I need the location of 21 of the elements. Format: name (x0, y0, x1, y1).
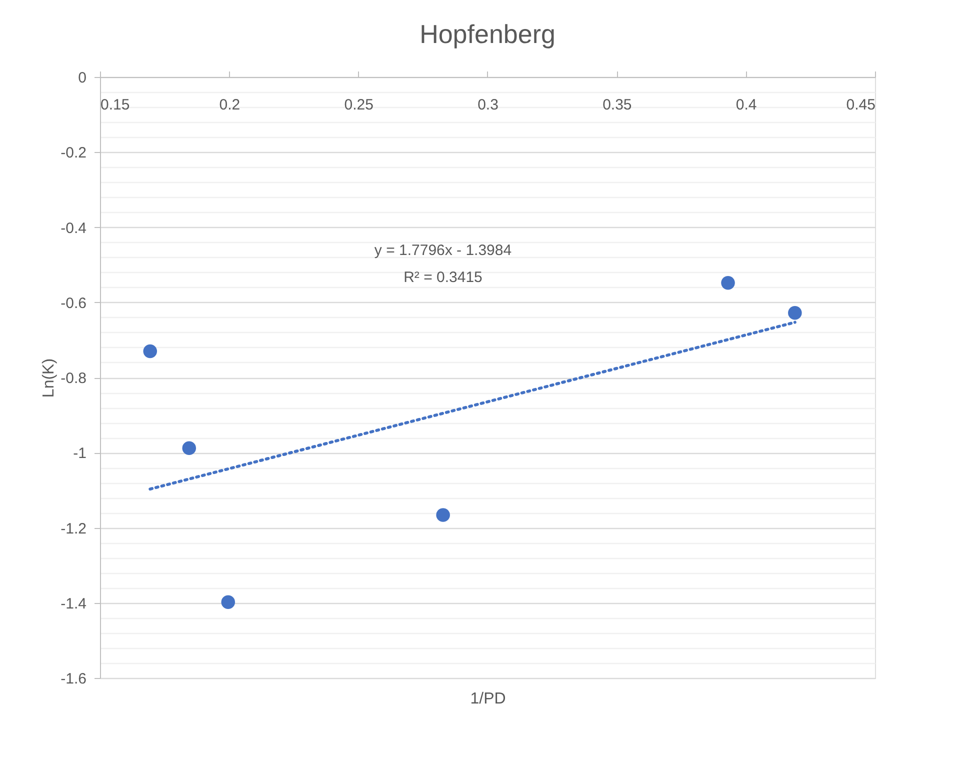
y-tick-label: -1.4 (60, 595, 86, 612)
x-tick-label: 0.3 (478, 96, 498, 114)
x-tick-label: 0.25 (344, 96, 374, 114)
y-tick-label: -1.2 (60, 520, 86, 538)
x-tick-label: 0.4 (736, 96, 757, 114)
y-tick-label: -1.6 (60, 670, 86, 688)
y-tick-label: -0.8 (60, 370, 86, 387)
y-tick-label: -0.2 (60, 144, 86, 162)
y-tick-label: 0 (78, 70, 86, 86)
x-tick-label: 0.15 (100, 96, 130, 114)
x-tick-label: 0.2 (219, 96, 240, 114)
y-tick-label: -1 (73, 445, 86, 462)
x-axis-title: 1/PD (470, 690, 506, 708)
chart-title: Hopfenberg (420, 19, 556, 49)
x-tick-label: 0.35 (602, 96, 632, 114)
y-axis-title: Ln(K) (40, 358, 58, 398)
annotation: y = 1.7796x - 1.3984 (374, 242, 512, 259)
x-tick-label: 0.45 (846, 96, 876, 114)
annotation: R² = 0.3415 (404, 269, 482, 286)
y-tick-label: -0.6 (60, 294, 86, 312)
y-tick-label: -0.4 (60, 220, 86, 237)
